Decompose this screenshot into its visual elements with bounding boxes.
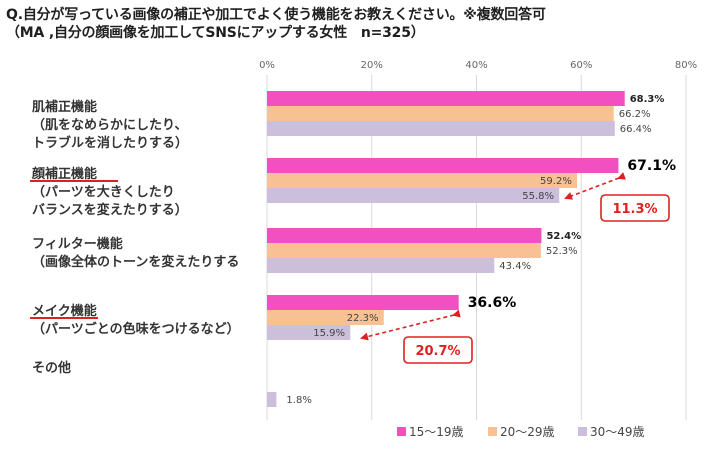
difference-callout-box	[600, 194, 670, 222]
legend-swatch	[578, 427, 587, 436]
data-label: 66.2%	[619, 109, 651, 120]
category-label: メイク機能	[32, 303, 97, 319]
chart-title-line-2: （MA ,自分の顔画像を加工してSNSにアップする女性 n=325）	[6, 25, 425, 41]
legend-label: 20〜29歳	[500, 425, 555, 439]
category-label: （パーツを大きくしたり	[32, 184, 175, 200]
data-label: 52.3%	[546, 246, 578, 257]
category-label: バランスを変えたりする）	[32, 202, 188, 218]
bar	[267, 158, 619, 173]
x-tick-label: 80%	[675, 60, 697, 71]
data-label: 15.9%	[313, 328, 345, 339]
x-tick-label: 0%	[259, 60, 275, 71]
bar	[267, 106, 614, 121]
category-label: フィルター機能	[32, 236, 123, 252]
bar	[267, 91, 625, 106]
x-tick-label: 20%	[361, 60, 383, 71]
legend-swatch	[397, 427, 406, 436]
data-label: 1.8%	[286, 395, 311, 406]
category-label: 顔補正機能	[31, 166, 97, 182]
x-tick-label: 60%	[570, 60, 592, 71]
legend-label: 15〜19歳	[409, 425, 464, 439]
difference-callout-box	[403, 336, 473, 364]
chart-title-line-1: Q.自分が写っている画像の補正や加工でよく使う機能をお教えください。※複数回答可	[6, 7, 546, 23]
data-label: 22.3%	[347, 313, 379, 324]
data-label: 55.8%	[522, 191, 554, 202]
x-tick-label: 40%	[465, 60, 487, 71]
bar	[267, 392, 277, 407]
bar	[267, 325, 351, 340]
bar	[267, 295, 459, 310]
legend-swatch	[488, 427, 497, 436]
data-label: 59.2%	[540, 176, 572, 187]
difference-arrow	[360, 309, 461, 341]
data-label: 36.6%	[468, 295, 517, 311]
legend-label: 30〜49歳	[590, 425, 645, 439]
difference-arrow	[564, 172, 627, 200]
bar	[267, 258, 495, 273]
difference-callout-text: 11.3%	[612, 202, 657, 217]
category-label: 肌補正機能	[32, 99, 97, 115]
bar	[267, 310, 384, 325]
difference-callout-text: 20.7%	[415, 344, 460, 359]
category-label: （パーツごとの色味をつけるなど）	[32, 321, 240, 337]
data-label: 67.1%	[627, 158, 676, 174]
bar	[267, 188, 560, 203]
bar	[267, 173, 578, 188]
bar	[267, 228, 542, 243]
bar	[267, 121, 615, 136]
data-label: 66.4%	[620, 124, 652, 135]
category-label: トラブルを消したりする）	[32, 135, 188, 151]
data-label: 52.4%	[546, 231, 581, 242]
data-label: 68.3%	[630, 94, 665, 105]
category-label: （肌をなめらかにしたり、	[32, 117, 187, 133]
bar	[267, 243, 541, 258]
category-label: その他	[32, 360, 71, 376]
category-label: （画像全体のトーンを変えたりする	[32, 254, 239, 270]
data-label: 43.4%	[499, 261, 531, 272]
